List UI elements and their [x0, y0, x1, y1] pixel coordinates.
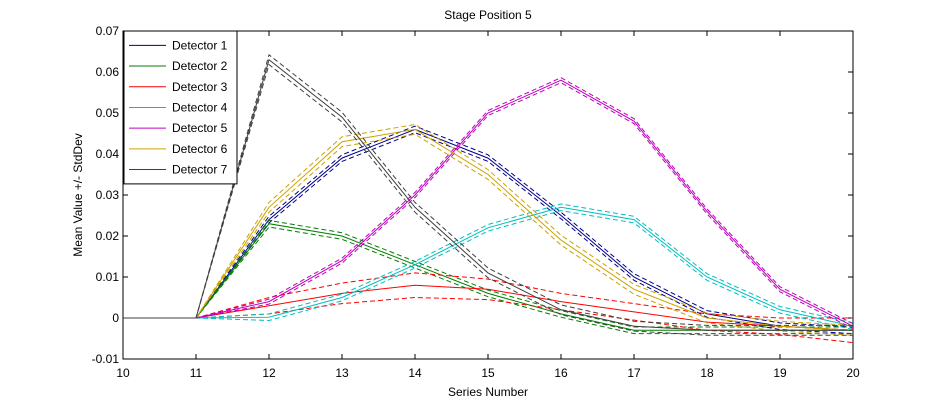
series-upper-bound-line: [123, 272, 853, 319]
series-mean-line: [123, 284, 854, 331]
y-tick-label: 0.02: [96, 229, 120, 243]
chart-title: Stage Position 5: [444, 8, 532, 22]
y-tick-label: 0.04: [96, 147, 120, 161]
x-tick-label: 18: [700, 366, 714, 380]
y-axis: -0.01 0 0.01 0.02 0.03 0.04 0.05 0.06 0.07: [92, 24, 853, 366]
x-tick-label: 19: [773, 366, 787, 380]
y-tick-label: 0.06: [96, 65, 120, 79]
series-upper-bound-line: [123, 123, 854, 326]
series-mean-line: [123, 128, 854, 331]
x-tick-label: 15: [481, 366, 495, 380]
y-tick-label: 0.05: [96, 106, 120, 120]
x-axis: 10 11 12 13 14 15 16 17 18 19 20: [116, 31, 860, 380]
legend-label: Detector 5: [172, 121, 228, 135]
legend: Detector 1 Detector 2 Detector 3 Detector 4…: [123, 30, 238, 185]
x-tick-label: 12: [262, 366, 276, 380]
legend-label: Detector 6: [172, 142, 228, 156]
x-tick-label: 10: [116, 366, 130, 380]
series-7: [123, 53, 853, 336]
y-tick-label: 0: [112, 311, 119, 325]
legend-label: Detector 2: [172, 59, 228, 73]
y-tick-label: 0.03: [96, 188, 120, 202]
legend-label: Detector 1: [172, 38, 228, 52]
y-tick-label: -0.01: [92, 352, 120, 366]
series-upper-bound-line: [123, 203, 854, 324]
series-5: [123, 77, 854, 330]
y-tick-label: 0.07: [96, 24, 120, 38]
series-lower-bound-line: [123, 82, 854, 330]
series-mean-line: [123, 79, 854, 327]
legend-label: Detector 7: [172, 163, 228, 177]
y-tick-label: 0.01: [96, 270, 120, 284]
legend-label: Detector 3: [172, 80, 228, 94]
series-upper-bound-line: [123, 219, 853, 328]
series-upper-bound-line: [123, 53, 853, 326]
series-mean-line: [123, 58, 853, 331]
series-4: [123, 203, 854, 330]
x-tick-label: 20: [846, 366, 860, 380]
y-axis-label: Mean Value +/- StdDev: [71, 133, 85, 257]
series-lower-bound-line: [123, 226, 853, 335]
x-tick-label: 11: [190, 366, 203, 380]
series-mean-line: [123, 206, 854, 327]
legend-label: Detector 4: [172, 100, 228, 114]
series-upper-bound-line: [123, 125, 854, 328]
series-lower-bound-line: [123, 210, 854, 330]
series-layer: [123, 53, 854, 344]
x-axis-label: Series Number: [448, 385, 528, 399]
x-tick-label: 13: [335, 366, 349, 380]
x-tick-label: 14: [408, 366, 422, 380]
series-upper-bound-line: [123, 77, 854, 325]
x-tick-label: 17: [627, 366, 641, 380]
series-lower-bound-line: [123, 63, 853, 336]
x-tick-label: 16: [554, 366, 568, 380]
